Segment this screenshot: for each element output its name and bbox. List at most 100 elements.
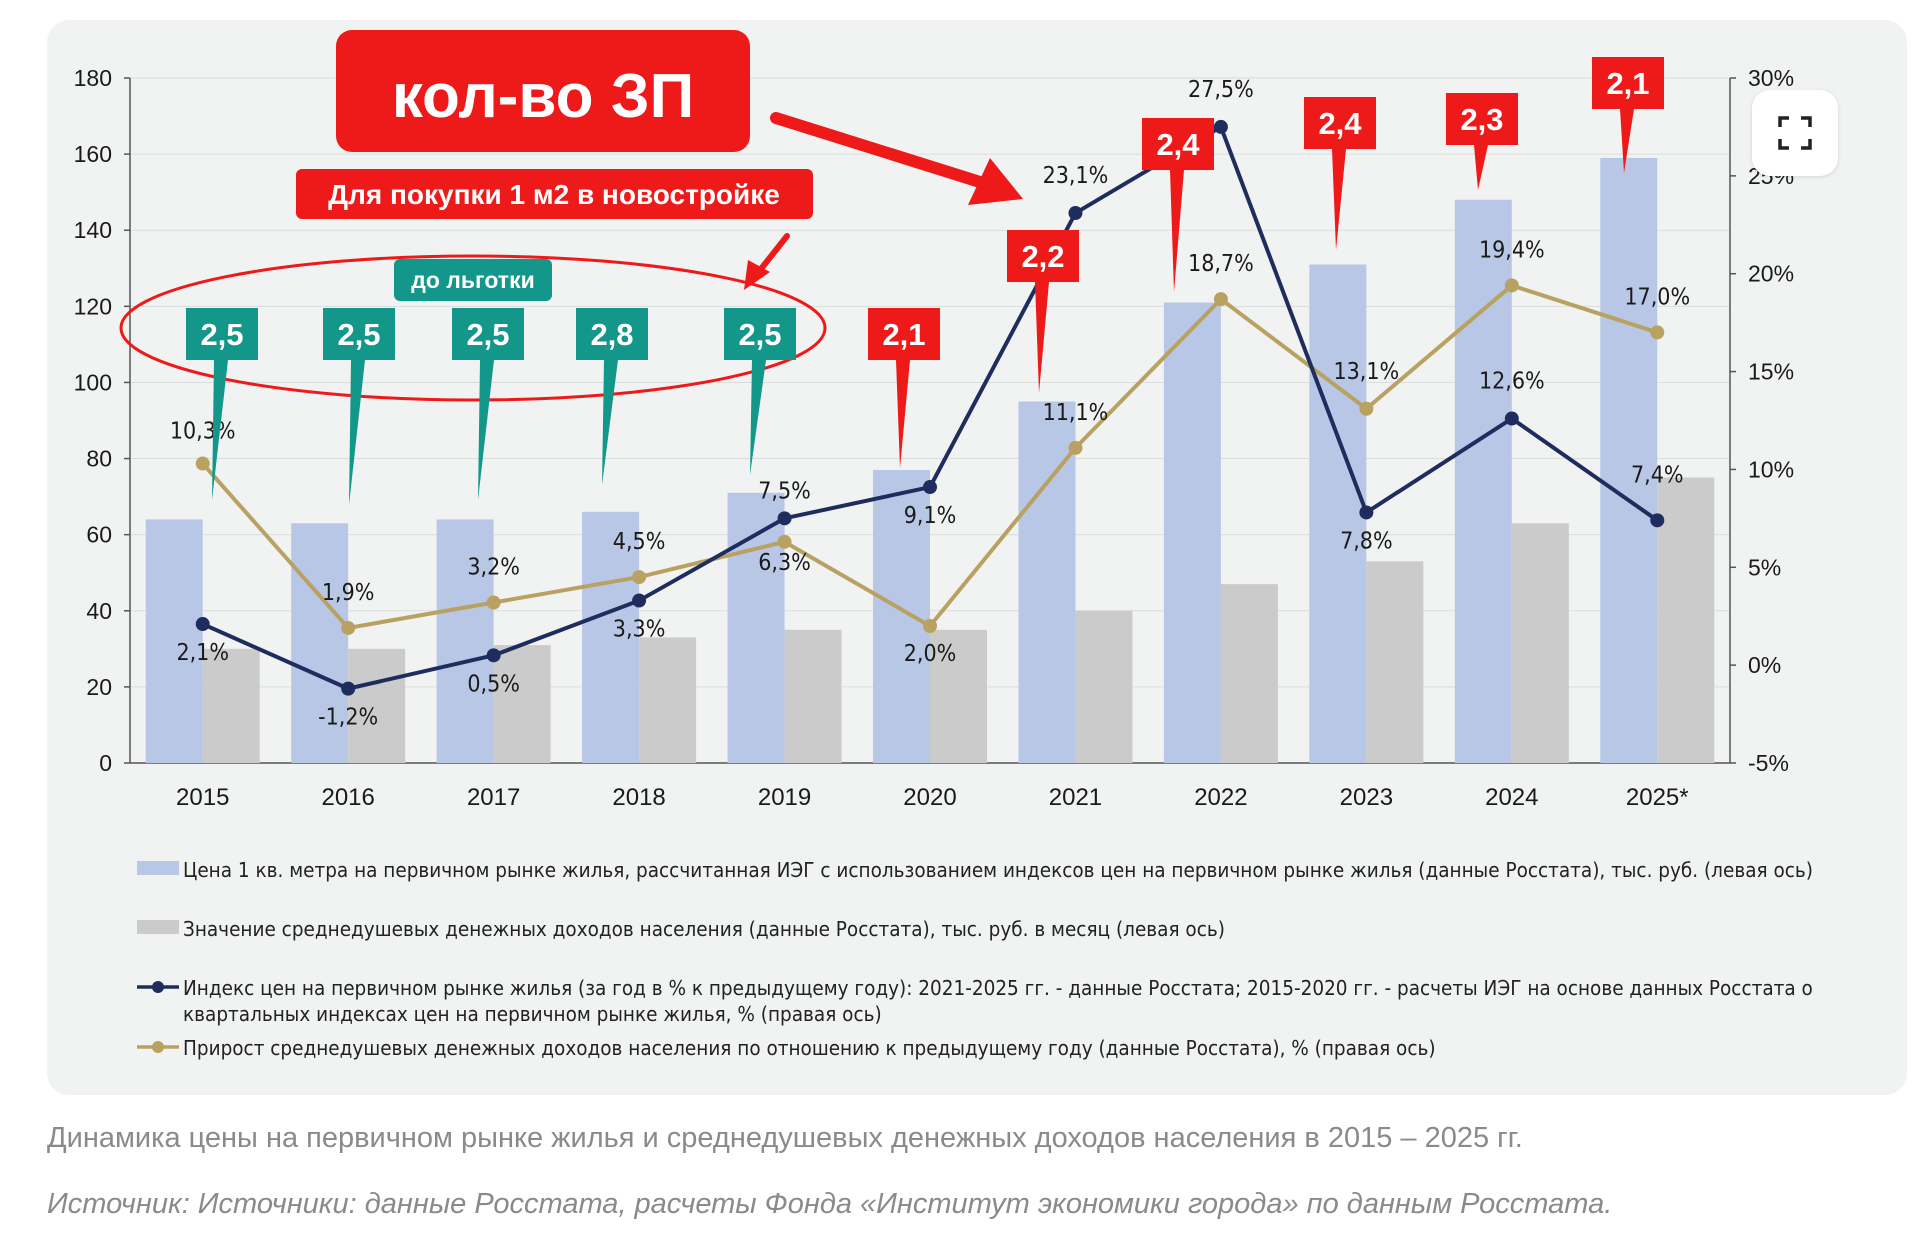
x-axis-tick-label: 2024 (1485, 784, 1538, 811)
income-growth-data-label: 13,1% (1333, 359, 1399, 385)
price-bar (145, 519, 203, 763)
price-index-point (195, 617, 210, 632)
callout-label: 2,5 (200, 317, 243, 352)
income-growth-point (1068, 440, 1083, 455)
callout-label: 2,4 (1156, 127, 1200, 162)
arrow-head (744, 260, 770, 290)
legend-swatch (152, 1041, 164, 1053)
price-bar (873, 469, 930, 763)
callout-label: 2,2 (1021, 239, 1064, 274)
income-growth-data-label: 4,5% (613, 529, 666, 555)
left-axis-tick-label: 100 (74, 369, 112, 395)
income-growth-point (777, 534, 792, 549)
left-axis-tick-label: 80 (86, 446, 112, 472)
price-bar (1454, 199, 1512, 763)
callout-label: 2,3 (1460, 102, 1503, 137)
income-growth-data-label: 19,4% (1479, 237, 1545, 263)
income-bar (202, 648, 260, 763)
callout-label: 2,4 (1318, 106, 1362, 141)
arrow-shaft (770, 112, 986, 188)
callout-label: 2,5 (337, 317, 380, 352)
income-growth-point (341, 620, 356, 635)
x-axis-tick-label: 2019 (758, 784, 811, 811)
left-axis-tick-label: 60 (86, 522, 112, 548)
price-index-point (923, 480, 937, 495)
left-axis-tick-label: 180 (74, 65, 112, 91)
callout-label: 2,5 (738, 317, 781, 352)
income-growth-data-label: 2,0% (904, 641, 957, 667)
right-axis-tick-label: 5% (1748, 554, 1781, 580)
left-axis-tick-label: 120 (74, 293, 112, 319)
income-growth-point (195, 456, 210, 471)
price-index-point (486, 648, 501, 663)
x-axis-tick-label: 2017 (467, 784, 520, 811)
callout-marker (868, 308, 940, 468)
income-growth-point (1504, 278, 1519, 293)
subtitle-box (296, 169, 813, 219)
x-axis-tick-label: 2025* (1626, 784, 1689, 811)
income-bar (1511, 523, 1569, 763)
price-index-data-label: 12,6% (1479, 369, 1545, 395)
price-index-point (1359, 505, 1374, 520)
x-axis-tick-label: 2016 (321, 784, 374, 811)
price-index-data-label: 2,1% (176, 640, 229, 666)
highlight-ellipse (119, 254, 827, 402)
price-index-data-label: 23,1% (1043, 163, 1109, 189)
income-growth-data-label: 1,9% (322, 580, 375, 606)
price-index-data-label: -1,2% (318, 705, 378, 731)
income-growth-data-label: 18,7% (1188, 251, 1254, 277)
income-growth-data-label: 10,3% (170, 419, 236, 445)
price-bar (1309, 264, 1367, 763)
chart-caption: Динамика цены на первичном рынке жилья и… (47, 1122, 1523, 1154)
income-growth-point (486, 595, 501, 610)
income-bar (930, 629, 987, 763)
callout-marker (1007, 230, 1079, 393)
left-axis-tick-label: 20 (86, 674, 112, 700)
right-axis-tick-label: 0% (1748, 652, 1781, 678)
price-index-data-label: 7,8% (1340, 528, 1393, 554)
title-box (336, 30, 750, 152)
chart-source: Источник: Источники: данные Росстата, ра… (47, 1188, 1613, 1220)
expand-button[interactable] (1752, 90, 1838, 176)
arrow-head (968, 158, 1023, 205)
price-index-data-label: 7,4% (1631, 462, 1684, 488)
income-growth-data-label: 6,3% (758, 550, 811, 576)
x-axis-tick-label: 2015 (176, 784, 229, 811)
price-index-point (632, 593, 647, 608)
price-index-data-label: 7,5% (758, 478, 811, 504)
income-growth-data-label: 3,2% (467, 555, 520, 581)
price-index-point (777, 511, 792, 526)
legend-entry: Индекс цен на первичном рынке жилья (за … (183, 976, 1813, 1000)
price-index-point (1068, 206, 1083, 221)
right-axis-tick-label: 15% (1748, 359, 1794, 385)
x-axis-tick-label: 2018 (612, 784, 665, 811)
x-axis-tick-label: 2020 (903, 784, 956, 811)
price-index-data-label: 0,5% (467, 671, 520, 697)
price-index-point (1504, 411, 1519, 426)
price-index-data-label: 9,1% (904, 503, 957, 529)
callout-marker (1446, 93, 1518, 190)
right-axis-tick-label: 20% (1748, 261, 1794, 287)
price-index-point (341, 681, 356, 696)
subtitle-box-label: Для покупки 1 м2 в новостройке (328, 179, 780, 210)
price-bar (582, 511, 640, 763)
callout-marker (576, 308, 648, 485)
right-axis-tick-label: -5% (1748, 750, 1789, 776)
income-growth-point (1650, 325, 1665, 340)
callout-marker (1304, 97, 1376, 250)
callout-label: 2,8 (590, 317, 633, 352)
income-growth-data-label: 11,1% (1043, 400, 1109, 426)
income-growth-data-label: 17,0% (1624, 284, 1690, 310)
income-bar (348, 648, 406, 763)
discount-box-label: до льготки (411, 267, 534, 293)
price-bar (291, 523, 349, 763)
callout-label: 2,1 (882, 317, 925, 352)
expand-icon (1778, 116, 1812, 150)
income-bar (1075, 610, 1133, 763)
callout-label: 2,1 (1606, 66, 1649, 101)
legend-entry: квартальных индексах цен на первичном ры… (183, 1002, 882, 1026)
price-index-data-label: 27,5% (1188, 77, 1254, 103)
income-bar (1657, 477, 1715, 763)
price-index-data-label: 3,3% (613, 617, 666, 643)
discount-box (394, 259, 552, 301)
